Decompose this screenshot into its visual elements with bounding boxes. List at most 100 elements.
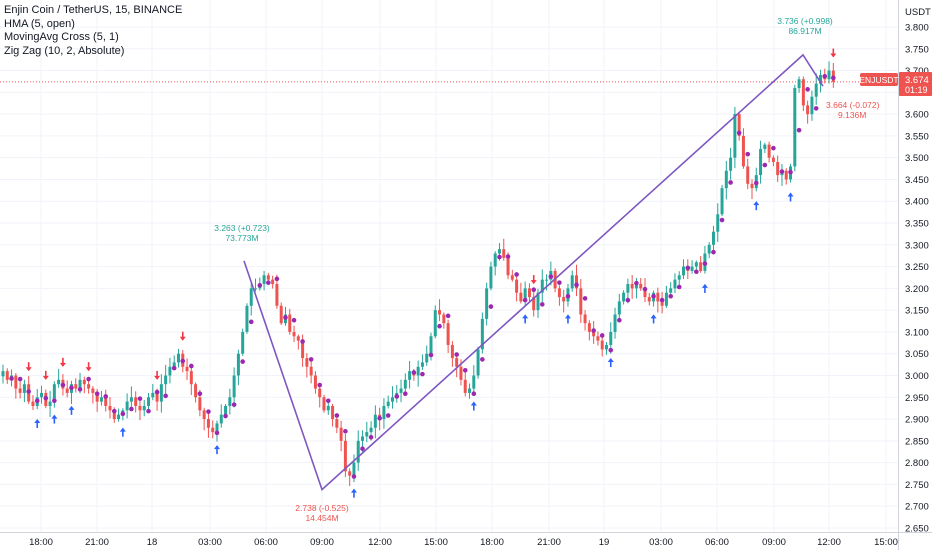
candle-body <box>236 353 240 376</box>
hma-dot <box>317 382 323 388</box>
hma-dot <box>565 293 571 299</box>
price-tick: 2.700 <box>905 502 929 513</box>
buy-arrow <box>119 427 126 437</box>
price-tick: 3.000 <box>905 371 929 382</box>
hma-dot <box>514 272 519 277</box>
candle <box>104 389 108 412</box>
candle <box>31 395 35 410</box>
candle-body <box>622 292 626 302</box>
hma-dot <box>591 328 596 333</box>
hma-dot <box>223 413 228 419</box>
candle <box>14 372 18 399</box>
candle-body <box>262 275 266 285</box>
candle <box>69 380 73 405</box>
indicator-hma[interactable]: HMA (5, open) <box>4 17 75 30</box>
candle <box>527 283 531 302</box>
candle <box>617 293 621 320</box>
candle <box>485 282 489 326</box>
zigzag-line <box>243 53 824 492</box>
hma-dot <box>574 282 579 288</box>
candle-body <box>408 371 412 380</box>
candle <box>326 402 330 415</box>
hma-dot <box>831 75 836 81</box>
candle <box>189 366 193 396</box>
candle-body <box>134 397 138 406</box>
buy-arrow-head <box>701 283 708 288</box>
candle-body <box>446 323 450 345</box>
candle <box>403 373 407 395</box>
candle <box>74 378 78 393</box>
price-tick: 3.600 <box>905 110 929 121</box>
candle <box>356 430 360 471</box>
candle-body <box>617 301 621 315</box>
hma-dot <box>651 293 656 299</box>
candle <box>767 141 771 163</box>
candle-body <box>827 70 831 80</box>
pivot-volume-label: 73.773M <box>225 233 258 243</box>
hma-dot <box>231 402 237 407</box>
currency-label: USDT <box>905 7 931 18</box>
candle <box>562 289 566 313</box>
buy-arrow-head <box>753 201 760 206</box>
hma-dot <box>240 359 245 364</box>
candle-body <box>476 349 480 376</box>
candle-body <box>159 384 163 402</box>
candle-body <box>562 297 566 302</box>
candle <box>763 142 767 154</box>
candle <box>5 368 9 384</box>
hma-dot <box>69 385 74 391</box>
candle <box>138 400 142 421</box>
candle-body <box>532 297 536 311</box>
candle <box>450 341 454 367</box>
hma-dot <box>394 394 400 399</box>
candle <box>348 468 352 487</box>
hma-dot <box>437 323 442 329</box>
indicator-ma-cross[interactable]: MovingAvg Cross (5, 1) <box>4 31 119 43</box>
candle-body <box>442 314 446 324</box>
candle-body <box>707 244 711 254</box>
candle <box>754 167 758 192</box>
candle-body <box>634 284 638 289</box>
candle-body <box>459 366 463 380</box>
candle-body <box>361 436 365 441</box>
price-tick: 3.350 <box>905 219 929 230</box>
candle <box>622 290 626 305</box>
candle <box>1 364 5 384</box>
candle-body <box>776 162 780 176</box>
candle <box>386 395 390 409</box>
candle-body <box>450 344 454 359</box>
candle <box>669 282 673 296</box>
sell-arrow-head <box>42 375 49 380</box>
candle <box>254 278 258 292</box>
candle-body <box>228 397 232 406</box>
time-tick: 15:00 <box>874 537 898 548</box>
hma-dot <box>548 274 554 279</box>
sell-arrow-head <box>59 362 66 367</box>
hma-dot <box>531 287 537 293</box>
candle-body <box>472 375 476 389</box>
candle-body <box>741 135 745 167</box>
candle-body <box>138 405 142 411</box>
candle <box>784 168 788 185</box>
candle-body <box>763 144 767 149</box>
candle <box>279 302 283 325</box>
indicator-zigzag[interactable]: Zig Zag (10, 2, Absolute) <box>4 44 125 57</box>
candle <box>433 305 437 339</box>
candle-body <box>142 405 146 411</box>
hma-dot <box>360 446 365 452</box>
candle <box>91 386 95 404</box>
candle-body <box>301 340 305 359</box>
hma-dot <box>94 391 100 397</box>
candle-body <box>630 284 634 289</box>
candle <box>493 251 497 276</box>
candle <box>545 274 549 291</box>
hma-dot <box>617 317 622 323</box>
candle <box>117 408 121 422</box>
hma-dot <box>497 254 502 260</box>
candle-body <box>540 279 544 293</box>
hma-dot <box>702 261 708 266</box>
pivot-price-label: 3.263 (+0.723) <box>214 223 270 233</box>
candle-body <box>219 414 223 424</box>
candle <box>771 155 775 167</box>
